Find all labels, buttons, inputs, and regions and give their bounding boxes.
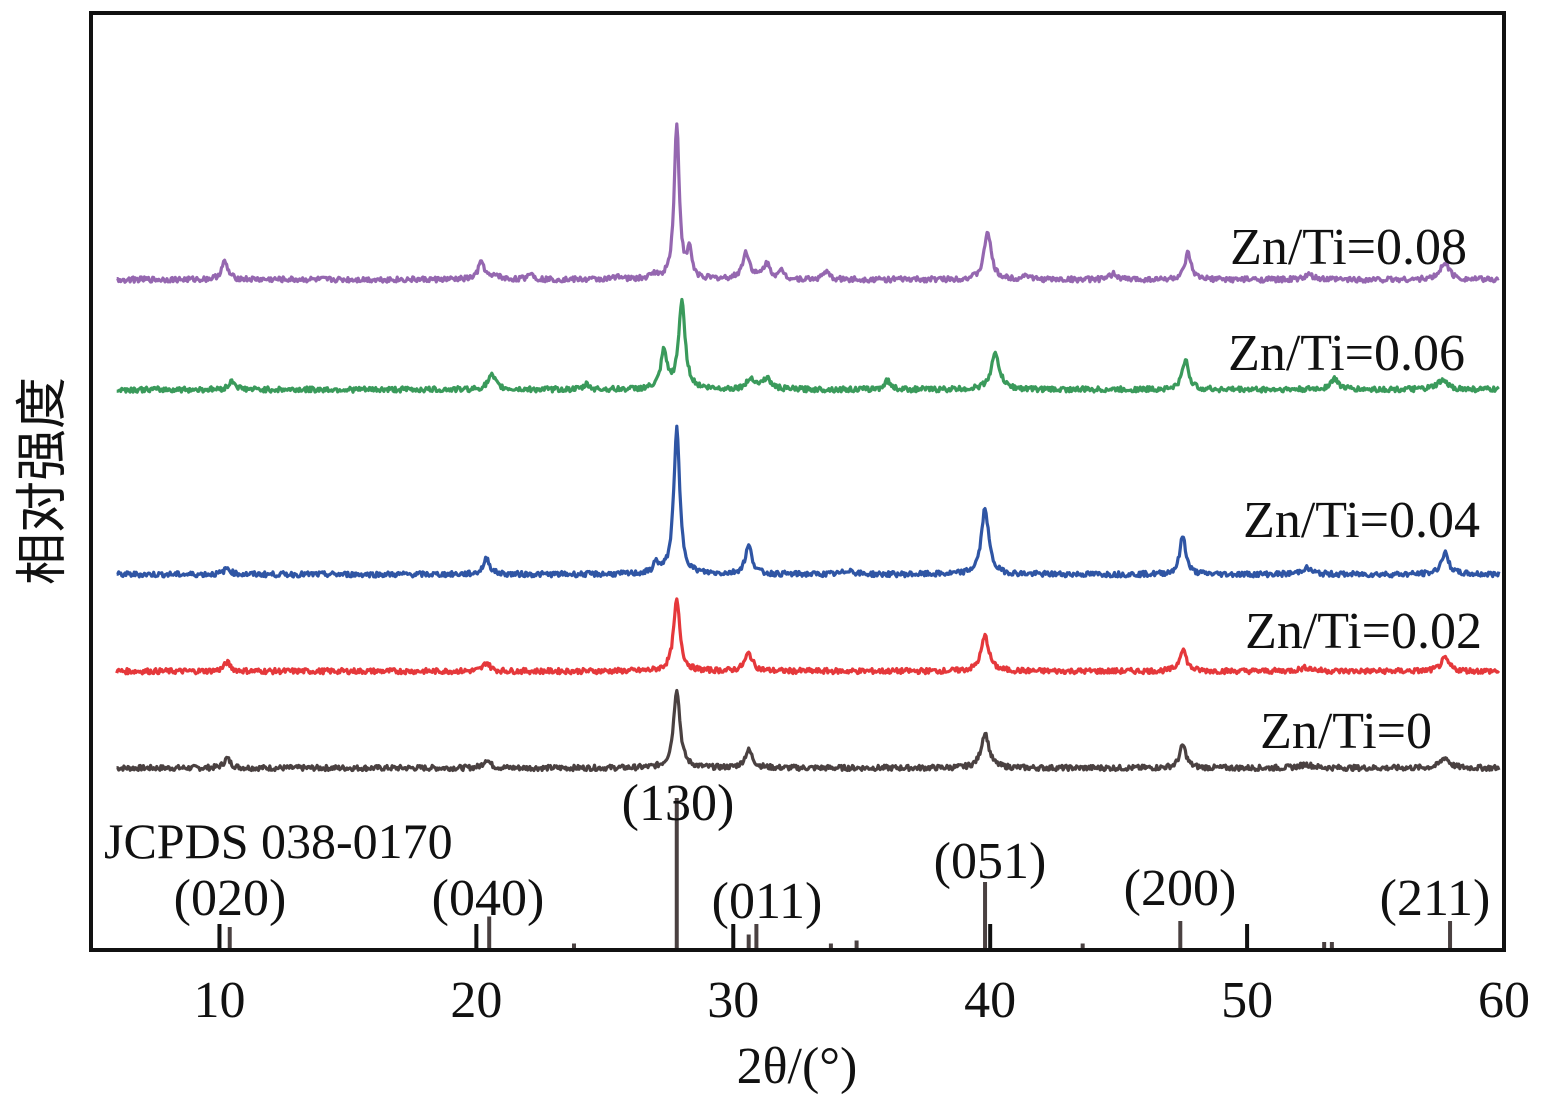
plot-frame bbox=[89, 11, 1506, 952]
series-line-2 bbox=[116, 424, 1501, 579]
series-line-3 bbox=[116, 297, 1500, 394]
series-layer bbox=[115, 122, 1501, 773]
hkl-label: (211) bbox=[1380, 870, 1491, 927]
reference-label: JCPDS 038-0170 bbox=[104, 813, 453, 869]
series-line-1 bbox=[115, 597, 1501, 676]
reference-sticks bbox=[227, 798, 1453, 948]
series-label: Zn/Ti=0.08 bbox=[1230, 219, 1467, 276]
x-tick-label: 20 bbox=[450, 972, 502, 1029]
series-line-0 bbox=[116, 688, 1501, 773]
series-label: Zn/Ti=0 bbox=[1260, 703, 1432, 760]
series-label: Zn/Ti=0.04 bbox=[1243, 492, 1480, 549]
x-axis-ticks: 10 20 30 40 50 60 bbox=[193, 924, 1530, 1029]
hkl-label: (011) bbox=[712, 873, 823, 930]
hkl-label: (130) bbox=[622, 775, 735, 832]
series-label: Zn/Ti=0.06 bbox=[1228, 325, 1465, 382]
x-axis-title: 2θ/(°) bbox=[737, 1038, 858, 1095]
x-tick-label: 10 bbox=[193, 972, 245, 1029]
series-line-4 bbox=[116, 122, 1500, 284]
x-tick-label: 30 bbox=[707, 972, 759, 1029]
y-axis-title: 相对强度 bbox=[15, 377, 72, 585]
hkl-label: (020) bbox=[174, 870, 287, 927]
x-tick-label: 40 bbox=[964, 972, 1016, 1029]
hkl-label: (040) bbox=[432, 870, 545, 927]
series-label: Zn/Ti=0.02 bbox=[1245, 603, 1482, 660]
hkl-label: (200) bbox=[1124, 860, 1237, 917]
x-tick-label: 60 bbox=[1478, 972, 1530, 1029]
x-tick-label: 50 bbox=[1221, 972, 1273, 1029]
hkl-label: (051) bbox=[934, 833, 1047, 890]
